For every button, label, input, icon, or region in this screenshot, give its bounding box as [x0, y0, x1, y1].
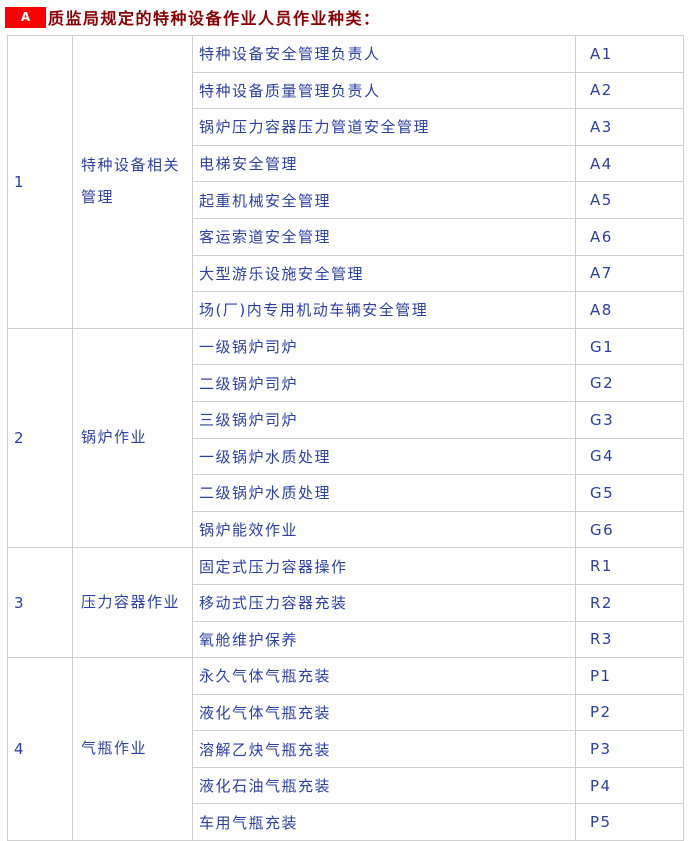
job-name-cell: 液化石油气瓶充装 — [192, 766, 576, 805]
table-row: 锅炉压力容器压力管道安全管理 A3 — [8, 108, 684, 146]
table-row: 1 特种设备相关管理 特种设备安全管理负责人 A1 — [7, 35, 684, 329]
job-name-cell: 场(厂)内专用机动车辆安全管理 — [192, 291, 576, 329]
job-name-cell: 三级锅炉司炉 — [192, 400, 576, 439]
table-row: 电梯安全管理 A4 — [8, 144, 684, 183]
job-code-cell: G5 — [575, 474, 684, 512]
job-code-cell: A2 — [575, 71, 684, 110]
job-code-cell: A4 — [575, 144, 684, 183]
job-code-cell: R1 — [575, 547, 684, 585]
job-code-cell: A8 — [575, 291, 684, 329]
job-name-cell: 二级锅炉水质处理 — [192, 474, 576, 512]
row-number-cell: 2 — [7, 327, 73, 549]
table-row: 液化气体气瓶充装 P2 — [8, 693, 684, 732]
page-header: A 质监局规定的特种设备作业人员作业种类： — [0, 0, 689, 35]
job-name-cell: 液化气体气瓶充装 — [192, 693, 576, 732]
job-name-cell: 电梯安全管理 — [192, 144, 576, 183]
job-code-cell: P1 — [575, 657, 684, 695]
job-name-cell: 特种设备质量管理负责人 — [192, 71, 576, 110]
job-name-cell: 锅炉压力容器压力管道安全管理 — [192, 108, 576, 146]
job-code-cell: R3 — [575, 620, 684, 659]
job-name-cell: 大型游乐设施安全管理 — [192, 254, 576, 293]
job-name-cell: 起重机械安全管理 — [192, 181, 576, 219]
job-name-cell: 车用气瓶充装 — [192, 803, 576, 841]
job-code-cell: A3 — [575, 108, 684, 146]
table-row: 氧舱维护保养 R3 — [8, 620, 684, 659]
category-cell: 特种设备相关管理 — [72, 35, 193, 329]
table-row: 车用气瓶充装 P5 — [8, 803, 684, 841]
job-name-cell: 移动式压力容器充装 — [192, 583, 576, 622]
job-name-cell: 特种设备安全管理负责人 — [192, 35, 576, 73]
job-code-cell: A5 — [575, 181, 684, 219]
job-code-cell: A7 — [575, 254, 684, 293]
job-name-cell: 氧舱维护保养 — [192, 620, 576, 659]
table-row: 三级锅炉司炉 G3 — [8, 400, 684, 439]
row-number-cell: 1 — [7, 35, 73, 329]
job-code-cell: P3 — [575, 730, 684, 768]
category-cell: 锅炉作业 — [72, 327, 193, 549]
job-code-cell: G4 — [575, 437, 684, 476]
job-code-cell: G6 — [575, 510, 684, 549]
row-number-cell: 3 — [7, 547, 73, 659]
job-code-cell: A6 — [575, 217, 684, 256]
job-code-cell: G2 — [575, 364, 684, 402]
job-code-cell: R2 — [575, 583, 684, 622]
job-name-cell: 锅炉能效作业 — [192, 510, 576, 549]
table-row: 2 锅炉作业 一级锅炉司炉 G1 — [7, 327, 684, 549]
table-row: 起重机械安全管理 A5 — [8, 181, 684, 219]
job-name-cell: 溶解乙炔气瓶充装 — [192, 730, 576, 768]
job-code-cell: G3 — [575, 400, 684, 439]
job-name-cell: 客运索道安全管理 — [192, 217, 576, 256]
job-code-cell: G1 — [575, 327, 684, 366]
table-row: 二级锅炉司炉 G2 — [8, 364, 684, 402]
table-row: 3 压力容器作业 固定式压力容器操作 R1 — [7, 547, 684, 659]
job-category-table: 1 特种设备相关管理 特种设备安全管理负责人 A1 特种设备质量管理负责人 A2 锅炉压力容… — [7, 35, 684, 841]
section-badge: A — [5, 6, 46, 28]
job-category-table-body: 1 特种设备相关管理 特种设备安全管理负责人 A1 特种设备质量管理负责人 A2 锅炉压力容… — [7, 35, 684, 841]
table-row: 二级锅炉水质处理 G5 — [8, 474, 684, 512]
table-row: 大型游乐设施安全管理 A7 — [8, 254, 684, 293]
page-title: 质监局规定的特种设备作业人员作业种类： — [48, 9, 381, 28]
category-cell: 压力容器作业 — [72, 547, 193, 659]
job-code-cell: A1 — [575, 35, 684, 73]
job-code-cell: P5 — [575, 803, 684, 841]
job-code-cell: P2 — [575, 693, 684, 732]
job-name-cell: 永久气体气瓶充装 — [192, 657, 576, 695]
row-number-cell: 4 — [7, 657, 73, 841]
table-row: 特种设备质量管理负责人 A2 — [8, 71, 684, 110]
job-name-cell: 一级锅炉水质处理 — [192, 437, 576, 476]
job-code-cell: P4 — [575, 766, 684, 805]
table-row: 溶解乙炔气瓶充装 P3 — [8, 730, 684, 768]
job-name-cell: 二级锅炉司炉 — [192, 364, 576, 402]
table-row: 锅炉能效作业 G6 — [8, 510, 684, 549]
category-cell: 气瓶作业 — [72, 657, 193, 841]
table-row: 4 气瓶作业 永久气体气瓶充装 P1 — [7, 657, 684, 841]
table-row: 液化石油气瓶充装 P4 — [8, 766, 684, 805]
table-row: 客运索道安全管理 A6 — [8, 217, 684, 256]
job-name-cell: 一级锅炉司炉 — [192, 327, 576, 366]
table-row: 移动式压力容器充装 R2 — [8, 583, 684, 622]
table-row: 场(厂)内专用机动车辆安全管理 A8 — [8, 291, 684, 329]
job-name-cell: 固定式压力容器操作 — [192, 547, 576, 585]
